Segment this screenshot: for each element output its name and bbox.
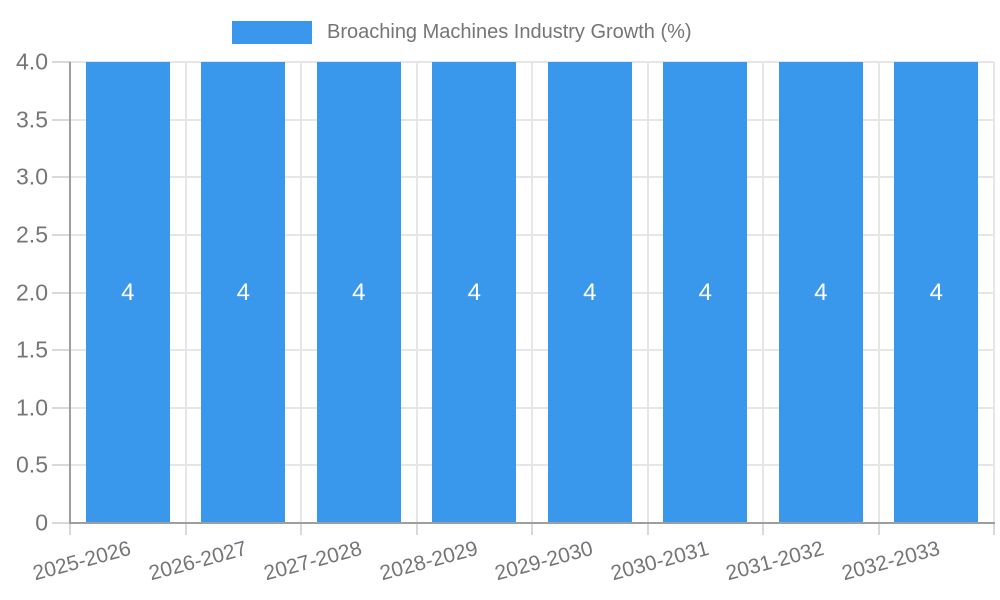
bar-value-label: 4 [352,278,366,306]
y-tick-label: 3.0 [16,163,48,190]
y-tick-label: 1.5 [16,336,48,363]
bar-value-label: 4 [236,278,250,306]
y-tick [52,464,70,467]
bar-value-label: 4 [121,278,135,306]
y-tick-label: 1.0 [16,394,48,421]
gridline-horizontal [70,349,994,352]
y-tick [52,61,70,63]
gridline-horizontal [70,61,994,63]
gridline-horizontal [70,464,994,467]
bar-value-label: 4 [814,278,828,306]
x-tick [69,523,71,535]
bar-value-label: 4 [583,278,597,306]
y-axis-line [69,62,71,523]
y-tick-label: 0 [35,509,48,536]
x-axis-ticks [69,523,995,535]
plot-area: 4 4 4 4 4 4 4 4 [69,61,995,524]
y-tick-label: 2.0 [16,279,48,305]
y-tick-label: 2.5 [16,221,48,248]
bar: 4 [778,62,863,523]
x-tick-label: 2025-2026 [30,537,134,586]
legend-label: Broaching Machines Industry Growth (%) [327,21,692,43]
bar: 4 [663,62,748,523]
y-tick [52,176,70,179]
x-tick-label: 2026-2027 [146,537,250,586]
bar: 4 [432,62,517,523]
y-tick [52,118,70,121]
y-tick [52,522,70,524]
y-axis-labels: 4.0 3.5 3.0 2.5 2.0 1.5 1.0 0.5 0 [0,49,48,536]
bar: 4 [85,62,170,523]
x-tick [762,523,764,535]
y-tick [52,233,70,236]
x-axis-line [69,522,995,524]
y-tick [52,291,70,294]
bar-value-label: 4 [467,278,481,306]
bar: 4 [547,62,632,523]
y-tick-label: 3.5 [16,106,48,133]
x-tick-label: 2030-2031 [608,537,712,586]
x-tick-label: 2032-2033 [839,537,943,586]
legend-swatch [232,21,312,44]
x-tick-label: 2031-2032 [723,537,827,586]
x-tick-label: 2027-2028 [261,537,365,586]
x-tick [184,523,187,535]
x-tick [646,523,649,535]
bar: 4 [201,62,286,523]
x-tick [300,523,302,535]
gridline-horizontal [70,233,994,236]
bar: 4 [316,62,401,523]
bar-value-label: 4 [698,278,712,306]
legend: Broaching Machines Industry Growth (%) [232,21,692,44]
gridline-horizontal [70,406,994,409]
y-tick [52,406,70,409]
x-tick-label: 2029-2030 [492,537,596,586]
bar-value-label: 4 [929,278,943,306]
gridline-horizontal [70,176,994,179]
gridline-vertical [993,62,995,523]
x-tick [531,523,533,535]
y-axis-ticks [52,61,70,524]
x-tick-label: 2028-2029 [377,537,481,586]
bar: 4 [894,62,979,523]
gridline-horizontal [70,291,994,294]
y-tick-label: 0.5 [16,451,48,478]
x-tick [415,523,418,535]
gridline-horizontal [70,118,994,121]
y-tick [52,349,70,352]
y-tick-label: 4.0 [16,48,48,75]
x-tick [993,523,995,535]
x-tick [877,523,880,535]
